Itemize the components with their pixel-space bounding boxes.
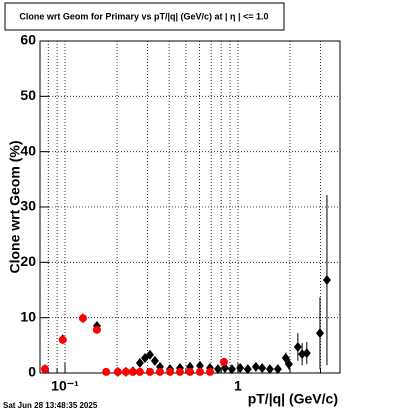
data-point [166,367,175,376]
data-point [58,335,67,344]
data-point [145,367,154,376]
data-point [251,361,260,372]
data-point [135,367,144,376]
x-tick-label: 10⁻¹ [51,378,79,394]
data-point [265,364,274,375]
y-tick-label: 0 [28,364,36,380]
y-tick-label: 10 [20,308,36,324]
data-point [195,360,204,371]
data-point [258,363,267,374]
data-point [243,364,252,375]
data-point [135,358,144,369]
data-point [205,367,214,376]
data-point [175,367,184,376]
data-point [40,365,49,374]
data-point [150,355,159,366]
y-tick-label: 30 [20,198,36,214]
data-point [293,341,302,352]
footer-date: Sat Jun 28 13:48:35 2025 [3,401,98,410]
data-point [78,314,87,323]
data-point [185,367,194,376]
data-point [213,364,222,375]
data-point [273,364,282,375]
data-point [121,367,130,376]
data-point [102,367,111,376]
data-point [315,328,324,339]
data-point [155,367,164,376]
title-box [4,2,285,31]
data-point [128,367,137,376]
x-tick-label: 1 [234,378,242,394]
data-point [113,367,122,376]
y-tick-label: 20 [20,253,36,269]
chart-title: Clone wrt Geom for Primary vs pT/|q| (Ge… [19,11,268,21]
data-point [92,325,101,334]
y-axis-title: Clone wrt Geom (%) [7,140,23,273]
data-point [302,348,311,359]
data-point [284,359,293,370]
x-axis-title: pT/|q| (GeV/c) [248,391,338,407]
data-point [236,363,245,374]
y-tick-label: 50 [20,87,36,103]
data-point [195,367,204,376]
data-point [322,275,331,286]
y-tick-label: 40 [20,142,36,158]
data-point [227,364,236,375]
data-point [145,349,154,360]
y-tick-label: 60 [20,32,36,48]
data-point [219,357,228,366]
